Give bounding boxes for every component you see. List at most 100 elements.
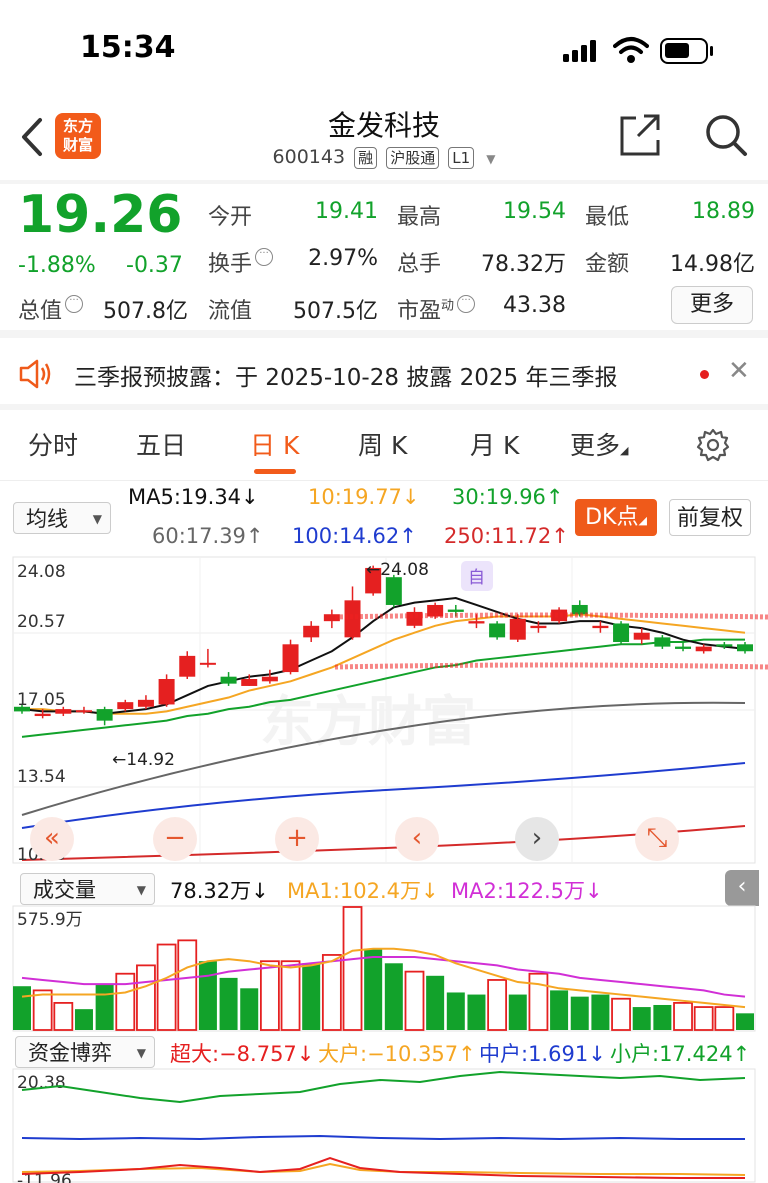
volume-bar [693,1006,714,1031]
pe-value: 43.38 [503,293,566,318]
volume-bar [302,963,321,1030]
candle-body [34,713,51,717]
candle-body [654,637,671,647]
candle-body [695,646,712,652]
quote-panel: 19.26 -1.88% -0.37 今开 19.41 最高 19.54 最低 … [0,185,768,325]
vol_ma1-line [21,947,746,1009]
y-axis-label-1: 24.08 [17,562,66,582]
volume-bar [714,1006,735,1031]
volume-bar [632,1007,651,1030]
vol_ma2-line [21,956,746,998]
scroll-left-fast-icon[interactable]: « [30,817,74,861]
last-price: 19.26 [18,185,183,245]
fund-indicator-select[interactable]: 资金博弈 ▼ [15,1036,155,1068]
level-tag: L1 [448,147,475,169]
volume-bar [321,954,342,1031]
close-icon[interactable]: ✕ [728,356,750,386]
indicator-select[interactable]: 均线 ▼ [13,502,111,534]
y-axis-label-2: 20.57 [17,612,66,632]
kline-chart[interactable]: 东方财富 24.08 20.57 17.05 13.54 10.03 ←24.0… [0,555,768,865]
y-axis-label-3: 17.05 [17,690,66,710]
fund-y-top: 20.38 [17,1073,66,1093]
ma100-label: 100:14.62↑ [292,524,417,548]
open-value: 19.41 [315,199,378,224]
candle-body [303,625,320,638]
zoom-in-icon[interactable]: + [275,817,319,861]
total-cap-value: 507.8亿 [103,299,188,324]
margin-tag: 融 [354,147,378,169]
volume-y-max: 575.9万 [17,910,83,930]
back-icon[interactable] [18,116,48,158]
tab-more[interactable]: 更多◢ [570,431,629,460]
candle-body [385,577,402,605]
total-cap-label: 总值 ··· [18,293,84,325]
high-annotation: ←24.08 [366,560,429,580]
candle-body [241,679,258,686]
info-icon[interactable]: ··· [457,295,476,313]
stock-code: 600143 [272,146,346,168]
info-icon[interactable]: ··· [255,248,274,266]
volume-bar [53,1001,74,1031]
turnover-label: 换手 ··· [208,246,274,278]
tab-daily-k[interactable]: 日 K [250,431,300,460]
fund-chart[interactable]: 20.38 -11.96 [0,1068,768,1183]
stock-name: 金发科技 [327,109,440,142]
share-icon[interactable] [618,112,664,158]
candle-body [675,646,692,649]
candle-body [592,625,609,629]
cellular-signal-icon [563,40,596,62]
ma5-label: MA5:19.34↓ [128,485,259,509]
adjust-button[interactable]: 前复权 [669,499,751,536]
candle-body [737,644,753,652]
zoom-out-icon[interactable]: − [153,817,197,861]
volume-chart[interactable]: 575.9万 [0,905,768,1033]
volume-bar [446,992,465,1030]
dk-point-button[interactable]: DK点◢ [575,499,657,536]
high-value: 19.54 [503,199,566,224]
unread-dot [700,370,709,379]
self-select-marker-bg [461,561,493,591]
info-icon[interactable]: ··· [65,295,84,313]
y-axis-label-4: 13.54 [17,767,66,787]
volume-indicator-select[interactable]: 成交量 ▼ [20,873,155,905]
low-annotation: ←14.92 [112,750,175,770]
change-amount: -0.37 [126,253,183,278]
volume-bar [240,988,259,1030]
high-label: 最高 [397,205,442,230]
volume-bar [219,977,238,1030]
app-logo[interactable]: 东方 财富 [55,113,101,159]
amount-label: 金额 [585,252,630,277]
settings-gear-icon[interactable] [696,428,730,462]
scroll-left-icon[interactable]: ‹ [395,817,439,861]
tab-five-day[interactable]: 五日 [136,431,187,460]
candle-body [220,676,237,684]
volume-bar [259,960,280,1031]
stock-header: 东方 财富 金发科技 600143 融 沪股通 L1 ▼ [0,100,768,180]
clock: 15:34 [80,30,176,65]
more-button[interactable]: 更多 [671,286,753,324]
candle-body [633,632,650,640]
ma250-label: 250:11.72↑ [444,524,569,548]
volume-bar [198,961,217,1030]
volume-bar [528,972,549,1031]
candle-body [75,710,92,713]
volume-bar [342,906,363,1031]
tab-monthly-k[interactable]: 月 K [470,431,520,460]
candle-body [427,604,444,617]
tab-intraday[interactable]: 分时 [28,431,79,460]
candle-body [179,655,196,677]
volume-bar [673,1001,693,1031]
volume-bar [13,986,31,1030]
volume-bar [736,1013,754,1030]
self-select-marker[interactable]: 自 [468,568,485,588]
tab-weekly-k[interactable]: 周 K [358,431,408,460]
notice-bar[interactable]: 三季报预披露：于 2025-10-28 披露 2025 年三季报 ✕ [0,342,768,404]
dropdown-caret-icon[interactable]: ▼ [486,152,496,166]
volume-ma2: MA2:122.5万↓ [451,879,603,903]
search-icon[interactable] [703,112,749,158]
candle-body [571,604,588,615]
scroll-right-icon[interactable]: › [515,817,559,861]
collapse-panel-icon[interactable]: ‹ [725,870,759,906]
expand-icon[interactable]: ⤡ [635,817,679,861]
volume-bar [653,1004,672,1030]
